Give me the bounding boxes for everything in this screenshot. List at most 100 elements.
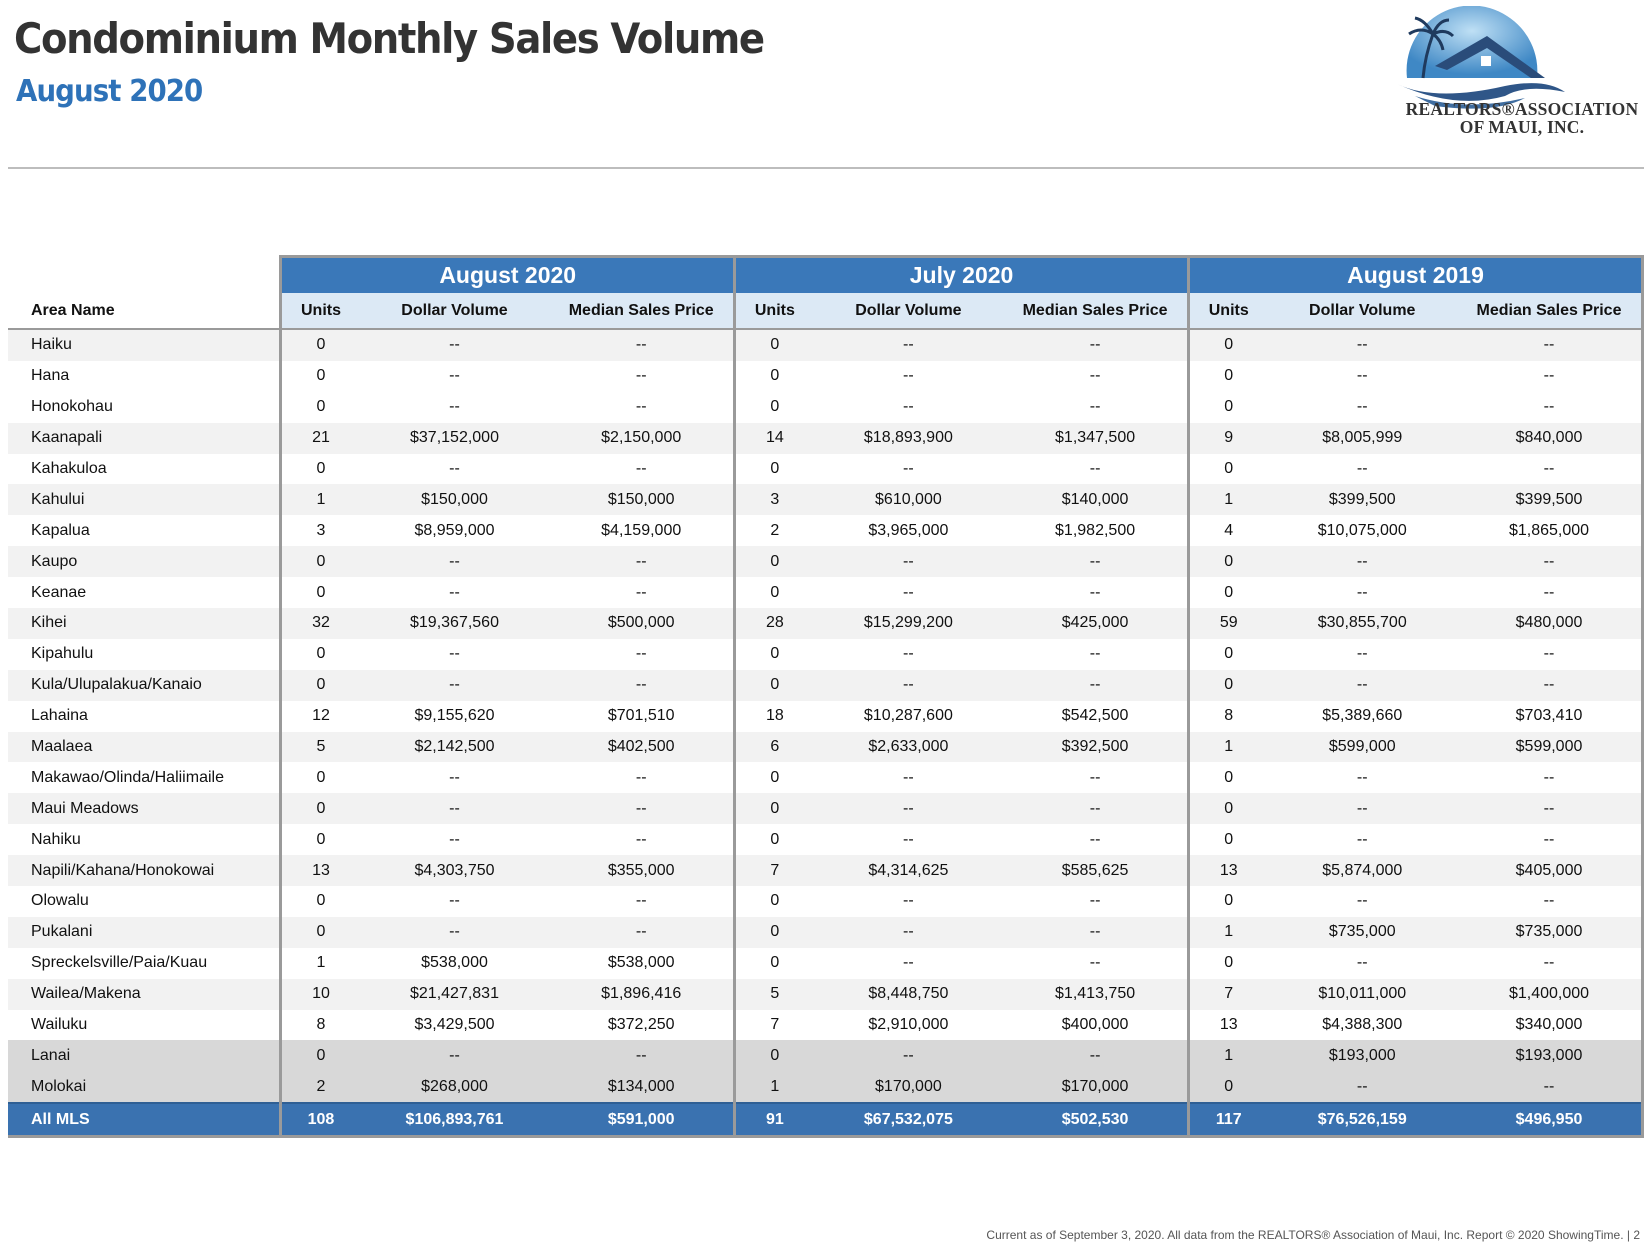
median-price-cell: -- [549, 762, 737, 794]
column-header-units: Units [733, 293, 814, 330]
dollar-volume-cell: -- [359, 546, 550, 578]
units-cell: 0 [1187, 793, 1268, 825]
units-cell: 28 [733, 608, 814, 639]
dollar-volume-cell: $67,532,075 [813, 1102, 1004, 1139]
dollar-volume-cell: $8,005,999 [1267, 422, 1458, 454]
dollar-volume-cell: -- [1267, 391, 1458, 423]
dollar-volume-cell: $2,142,500 [359, 731, 550, 763]
area-name-cell: Hana [8, 360, 281, 392]
table-row: Lanai 0 -- -- 0 -- -- 1 $193,000 $193,000 [8, 1040, 1645, 1072]
median-price-cell: -- [549, 669, 737, 701]
dollar-volume-cell: -- [359, 762, 550, 794]
units-cell: 0 [733, 577, 814, 609]
median-price-cell: -- [549, 577, 737, 609]
units-cell: 0 [279, 793, 360, 825]
area-name-cell: Maui Meadows [8, 793, 281, 825]
units-cell: 0 [733, 669, 814, 701]
dollar-volume-cell: -- [1267, 762, 1458, 794]
units-cell: 0 [1187, 886, 1268, 917]
median-price-cell: $840,000 [1457, 422, 1645, 454]
table-row: Kaanapali 21 $37,152,000 $2,150,000 14 $18,89… [8, 422, 1645, 454]
area-name-cell: Honokohau [8, 391, 281, 423]
units-cell: 10 [279, 978, 360, 1010]
median-price-cell: -- [549, 391, 737, 423]
table-row: Kahakuloa 0 -- -- 0 -- -- 0 -- -- [8, 453, 1645, 485]
dollar-volume-cell: $10,011,000 [1267, 978, 1458, 1010]
logo-line-1: REALTORS®ASSOCIATION [1405, 99, 1639, 119]
area-name-cell: All MLS [8, 1102, 281, 1139]
median-price-cell: $502,530 [1003, 1102, 1191, 1139]
median-price-cell: $1,865,000 [1457, 515, 1645, 547]
median-price-cell: -- [549, 916, 737, 948]
units-cell: 117 [1187, 1102, 1268, 1139]
column-header-units: Units [1187, 293, 1268, 330]
dollar-volume-cell: $8,959,000 [359, 515, 550, 547]
median-price-cell: -- [549, 360, 737, 392]
units-cell: 0 [279, 638, 360, 670]
median-price-cell: $134,000 [549, 1071, 737, 1104]
median-price-cell: -- [1003, 1040, 1191, 1072]
table-row: Wailea/Makena 10 $21,427,831 $1,896,416 5 $8,… [8, 978, 1645, 1010]
median-price-cell: $1,982,500 [1003, 515, 1191, 547]
dollar-volume-cell: -- [1267, 546, 1458, 578]
median-price-cell: $150,000 [549, 484, 737, 516]
units-cell: 3 [733, 484, 814, 516]
area-name-cell: Kaanapali [8, 422, 281, 454]
median-price-cell: -- [1457, 453, 1645, 485]
median-price-cell: -- [1003, 546, 1191, 578]
column-header-dollar-volume: Dollar Volume [813, 293, 1004, 330]
dollar-volume-cell: -- [813, 360, 1004, 392]
median-price-cell: $1,413,750 [1003, 978, 1191, 1010]
median-price-cell: -- [1457, 1071, 1645, 1104]
dollar-volume-cell: $19,367,560 [359, 608, 550, 639]
units-cell: 0 [733, 360, 814, 392]
median-price-cell: -- [1457, 391, 1645, 423]
dollar-volume-cell: $150,000 [359, 484, 550, 516]
group-header-august-2020: August 2020 [279, 255, 737, 293]
units-cell: 0 [279, 669, 360, 701]
median-price-cell: $399,500 [1457, 484, 1645, 516]
units-cell: 0 [1187, 824, 1268, 856]
dollar-volume-cell: -- [359, 360, 550, 392]
table-row: Nahiku 0 -- -- 0 -- -- 0 -- -- [8, 824, 1645, 856]
dollar-volume-cell: -- [1267, 824, 1458, 856]
table-row: Kihei 32 $19,367,560 $500,000 28 $15,299,200 $… [8, 608, 1645, 639]
area-name-cell: Kipahulu [8, 638, 281, 670]
units-cell: 0 [733, 453, 814, 485]
median-price-cell: -- [1003, 824, 1191, 856]
units-cell: 0 [733, 947, 814, 979]
units-cell: 4 [1187, 515, 1268, 547]
dollar-volume-cell: -- [359, 824, 550, 856]
area-name-cell: Wailuku [8, 1009, 281, 1041]
dollar-volume-cell: $2,910,000 [813, 1009, 1004, 1041]
median-price-cell: $599,000 [1457, 731, 1645, 763]
units-cell: 0 [733, 793, 814, 825]
median-price-cell: $585,625 [1003, 855, 1191, 887]
dollar-volume-cell: -- [813, 453, 1004, 485]
logo-line-2: OF MAUI, INC. [1459, 117, 1585, 137]
units-cell: 0 [733, 1040, 814, 1072]
units-cell: 0 [279, 886, 360, 917]
units-cell: 0 [733, 824, 814, 856]
median-price-cell: $735,000 [1457, 916, 1645, 948]
median-price-cell: $193,000 [1457, 1040, 1645, 1072]
dollar-volume-cell: $5,874,000 [1267, 855, 1458, 887]
dollar-volume-cell: -- [813, 329, 1004, 361]
units-cell: 0 [279, 546, 360, 578]
units-cell: 0 [733, 546, 814, 578]
units-cell: 12 [279, 700, 360, 732]
dollar-volume-cell: -- [1267, 638, 1458, 670]
median-price-cell: -- [1003, 886, 1191, 917]
header-divider [8, 167, 1644, 169]
median-price-cell: -- [1003, 793, 1191, 825]
units-cell: 13 [1187, 855, 1268, 887]
median-price-cell: $392,500 [1003, 731, 1191, 763]
median-price-cell: -- [549, 824, 737, 856]
median-price-cell: -- [549, 638, 737, 670]
dollar-volume-cell: -- [359, 391, 550, 423]
group-header-july-2020: July 2020 [733, 255, 1190, 293]
dollar-volume-cell: $106,893,761 [359, 1102, 550, 1139]
median-price-cell: $2,150,000 [549, 422, 737, 454]
table-row: Hana 0 -- -- 0 -- -- 0 -- -- [8, 360, 1645, 392]
units-cell: 108 [279, 1102, 360, 1139]
